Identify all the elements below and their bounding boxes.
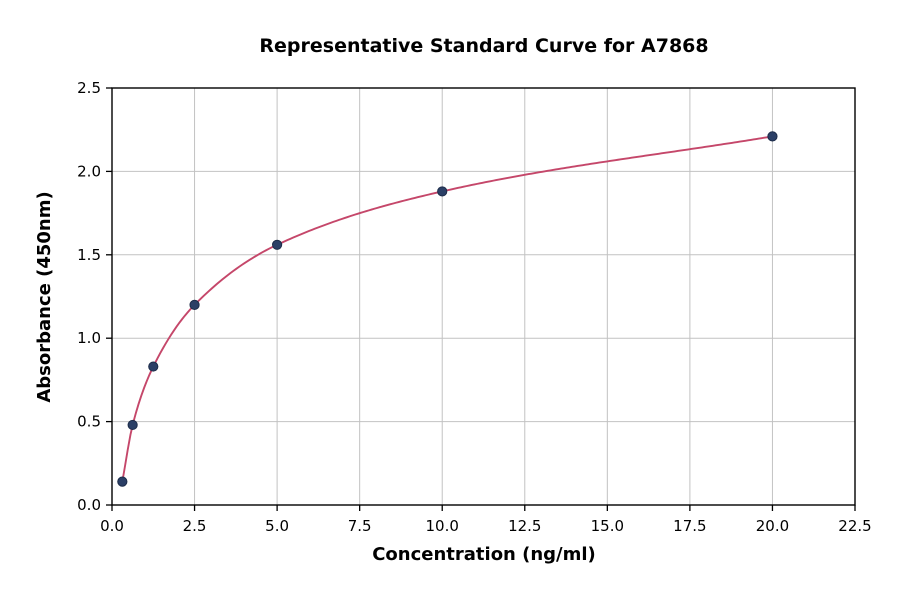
plot-area: 0.0 2.5 5.0 7.5 10.0 12.5 15.0 17.5 20.0 22.5 0.0 0… <box>77 79 872 535</box>
x-axis-label: Concentration (ng/ml) <box>372 544 596 565</box>
data-point <box>272 239 283 250</box>
data-point <box>189 299 200 310</box>
x-tick-label: 17.5 <box>673 517 706 535</box>
y-tick-label: 0.5 <box>77 413 101 431</box>
data-point <box>117 476 128 487</box>
x-tick-label: 15.0 <box>591 517 624 535</box>
y-tick-label: 1.5 <box>77 246 101 264</box>
x-tick-label: 12.5 <box>508 517 541 535</box>
fitted-curve <box>121 135 773 482</box>
y-tick-label: 0.0 <box>77 496 101 514</box>
x-tick-label: 5.0 <box>265 517 289 535</box>
x-tick-label: 0.0 <box>100 517 124 535</box>
data-point <box>127 419 138 431</box>
x-tick-label: 2.5 <box>183 517 207 535</box>
y-tick-label: 1.0 <box>77 329 101 347</box>
y-axis-label: Absorbance (450nm) <box>34 191 55 402</box>
y-tick-label: 2.0 <box>77 162 101 180</box>
data-point <box>767 131 778 142</box>
chart-title: Representative Standard Curve for A7868 <box>259 35 708 57</box>
data-point <box>148 361 159 372</box>
x-tick-label: 10.0 <box>426 517 459 535</box>
x-tick-label: 20.0 <box>756 517 789 535</box>
axes-spines <box>111 87 856 506</box>
x-tick-label: 22.5 <box>838 517 871 535</box>
x-tick-label: 7.5 <box>348 517 372 535</box>
data-point <box>437 186 448 197</box>
y-tick-label: 2.5 <box>77 79 101 97</box>
